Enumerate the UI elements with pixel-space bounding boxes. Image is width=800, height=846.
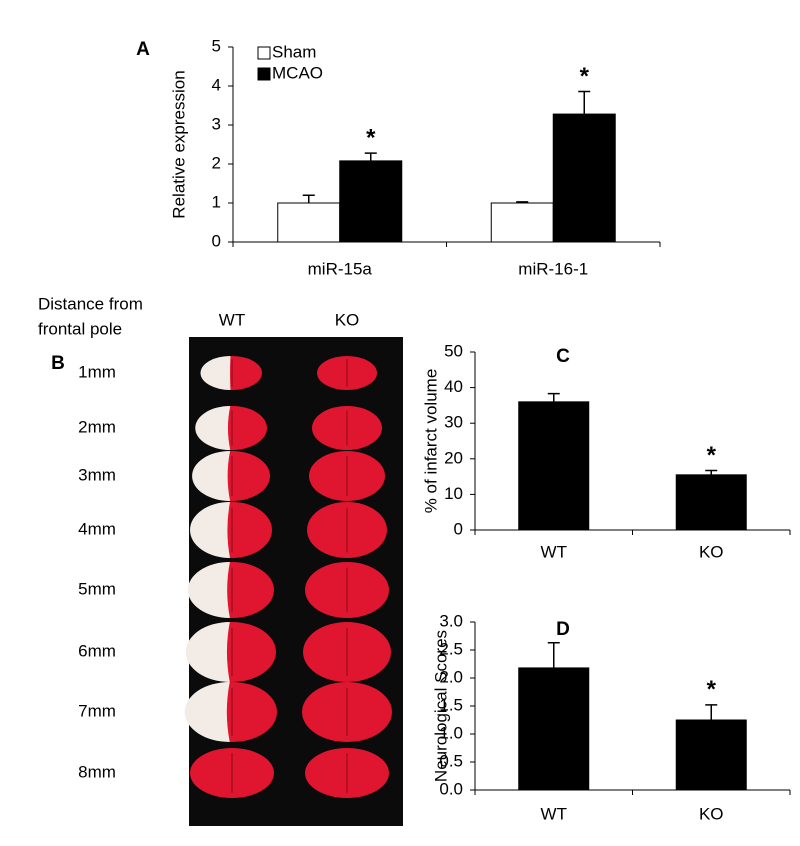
legend-swatch [257,46,271,60]
error-bar [578,90,591,115]
bar [675,719,747,791]
y-tick-label: 50 [444,341,463,360]
y-tick-label: 1.5 [439,695,463,714]
error-bar [516,201,529,203]
row-label: 8mm [78,762,116,781]
x-tick-label: miR-15a [308,259,373,278]
infarct-area [200,356,231,390]
y-axis-label: Neurological Scores [431,630,450,782]
y-tick-label: 20 [444,448,463,467]
bar [490,202,554,243]
infarct-area [190,502,230,558]
y-tick-label: 4 [212,75,221,94]
x-tick-label: miR-16-1 [518,259,588,278]
legend-label: Sham [272,42,316,61]
row-header: frontal pole [38,319,122,338]
error-bar [364,152,377,161]
column-label: WT [219,310,245,329]
y-tick-label: 0 [454,519,463,538]
x-tick-label: KO [699,804,724,823]
y-tick-label: 0.5 [439,751,463,770]
row-label: 1mm [78,362,116,381]
significance-mark: * [366,124,376,151]
error-bar [705,704,718,720]
panel-label: A [136,39,150,60]
bar [675,474,747,531]
significance-mark: * [707,442,717,469]
infarct-area [185,622,230,682]
error-bar [547,392,560,402]
significance-mark: * [580,63,590,90]
y-axis-label: Relative expression [169,70,188,218]
y-tick-label: 3.0 [439,611,463,630]
error-bar [302,194,315,203]
row-label: 5mm [78,579,116,598]
row-label: 2mm [78,417,116,436]
row-label: 3mm [78,465,116,484]
panel-label: D [556,619,570,640]
panel-label: B [51,353,65,374]
legend-swatch [257,67,271,81]
y-tick-label: 5 [212,36,221,55]
y-tick-label: 2 [212,153,221,172]
infarct-area [184,682,230,742]
x-tick-label: WT [541,804,567,823]
error-bar [705,469,718,475]
x-tick-label: KO [699,542,724,561]
row-label: 6mm [78,641,116,660]
row-label: 7mm [78,701,116,720]
bar [277,202,341,243]
infarct-area [195,406,231,450]
y-tick-label: 1 [212,192,221,211]
y-tick-label: 40 [444,377,463,396]
y-tick-label: 0.0 [439,779,463,798]
bar [552,113,616,243]
bar [518,401,590,531]
row-header: Distance from [38,294,143,313]
x-tick-label: WT [541,542,567,561]
significance-mark: * [707,676,717,703]
error-bar [547,641,560,668]
infarct-area [187,562,230,618]
infarct-area [192,451,231,501]
y-tick-label: 30 [444,413,463,432]
y-tick-label: 1.0 [439,723,463,742]
panel-label: C [556,346,570,367]
y-tick-label: 2.5 [439,639,463,658]
y-tick-label: 3 [212,114,221,133]
column-label: KO [335,310,360,329]
row-label: 4mm [78,519,116,538]
bar [518,667,590,791]
y-tick-label: 0 [212,231,221,250]
y-tick-label: 10 [444,484,463,503]
y-axis-label: % of infarct volume [421,369,440,514]
bar [339,160,403,243]
y-tick-label: 2.0 [439,667,463,686]
legend-label: MCAO [272,63,323,82]
